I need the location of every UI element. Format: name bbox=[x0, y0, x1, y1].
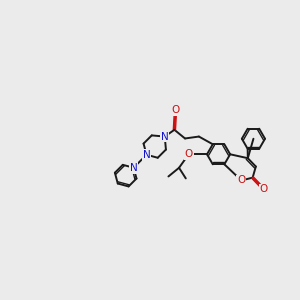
Text: N: N bbox=[161, 132, 169, 142]
Text: N: N bbox=[130, 163, 137, 173]
Text: O: O bbox=[184, 149, 193, 159]
Text: O: O bbox=[171, 105, 179, 115]
Text: O: O bbox=[260, 184, 268, 194]
Text: N: N bbox=[143, 150, 150, 160]
Text: O: O bbox=[237, 176, 245, 185]
